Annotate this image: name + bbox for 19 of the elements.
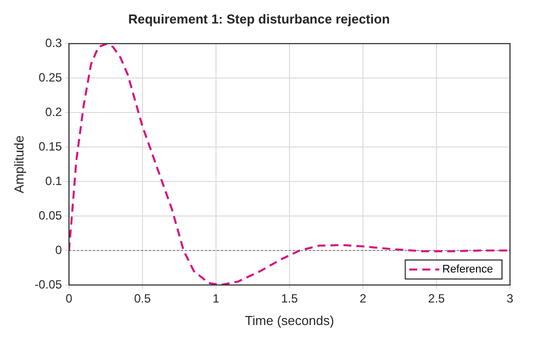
x-tick-label: 1.5	[281, 292, 298, 306]
y-tick-label: 0.05	[38, 208, 62, 222]
y-tick-label: 0	[55, 242, 62, 257]
x-tick-label: 2	[360, 292, 367, 306]
y-tick-label: 0.15	[38, 139, 62, 154]
y-tick-label: 0.25	[38, 70, 62, 84]
x-tick-label: 3	[506, 292, 514, 306]
chart-title: Requirement 1: Step disturbance rejection	[128, 11, 390, 26]
y-tick-label: 0.1	[45, 174, 62, 188]
legend-label: Reference	[442, 264, 494, 276]
x-tick-label: 0.5	[134, 292, 152, 306]
x-axis-title: Time (seconds)	[244, 312, 334, 328]
x-tick-label: 1	[212, 292, 220, 306]
x-tick-label: 2.5	[428, 292, 446, 306]
y-tick-label: 0.2	[45, 104, 62, 119]
y-tick-label: -0.05	[34, 277, 62, 292]
y-tick-label: 0.3	[45, 36, 62, 50]
y-axis-title: Amplitude	[11, 135, 26, 194]
x-tick-label: 0	[66, 292, 73, 306]
